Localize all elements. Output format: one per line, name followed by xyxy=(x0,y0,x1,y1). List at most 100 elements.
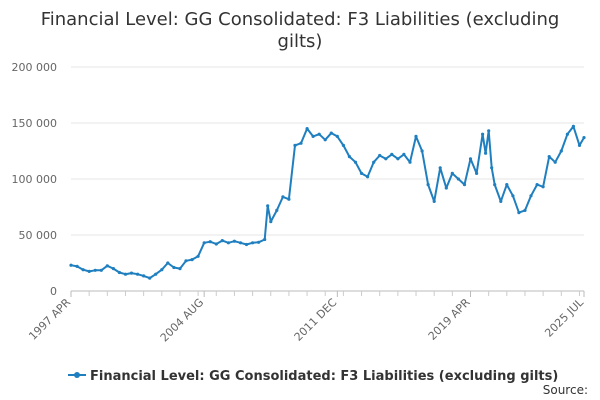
data-point[interactable] xyxy=(359,171,364,175)
data-point[interactable] xyxy=(390,152,394,156)
data-point[interactable] xyxy=(366,175,370,179)
data-point[interactable] xyxy=(105,264,109,268)
data-point[interactable] xyxy=(190,258,194,262)
data-point[interactable] xyxy=(384,157,388,161)
data-point[interactable] xyxy=(281,195,285,199)
data-point[interactable] xyxy=(462,183,467,187)
data-point[interactable] xyxy=(323,138,327,142)
data-point[interactable] xyxy=(196,254,200,258)
data-point[interactable] xyxy=(69,263,73,267)
data-point[interactable] xyxy=(378,153,382,158)
data-point[interactable] xyxy=(372,160,376,164)
data-point[interactable] xyxy=(505,183,509,187)
data-point[interactable] xyxy=(311,134,315,138)
data-point[interactable] xyxy=(226,241,230,245)
data-point[interactable] xyxy=(408,160,412,164)
data-point[interactable] xyxy=(420,149,424,153)
data-point[interactable] xyxy=(117,270,121,275)
data-point[interactable] xyxy=(426,183,430,187)
data-point[interactable] xyxy=(123,272,128,276)
data-point[interactable] xyxy=(535,183,539,187)
data-point[interactable] xyxy=(244,242,249,247)
data-point[interactable] xyxy=(499,199,503,203)
data-point[interactable] xyxy=(529,194,533,198)
data-point[interactable] xyxy=(154,272,158,276)
x-tick-label: 2019 APR xyxy=(426,296,473,343)
data-point[interactable] xyxy=(172,265,176,270)
data-point[interactable] xyxy=(414,134,418,138)
data-point[interactable] xyxy=(341,143,345,147)
data-point[interactable] xyxy=(438,166,442,170)
data-point[interactable] xyxy=(275,208,279,212)
data-point[interactable] xyxy=(493,183,497,187)
data-point[interactable] xyxy=(523,208,527,212)
data-point[interactable] xyxy=(517,211,521,215)
data-point[interactable] xyxy=(232,239,236,243)
y-tick-label: 150 000 xyxy=(12,117,58,130)
data-point[interactable] xyxy=(565,132,570,136)
y-tick-label: 0 xyxy=(50,285,57,298)
legend[interactable]: Financial Level: GG Consolidated: F3 Lia… xyxy=(68,369,558,384)
x-tick-label: 2004 AUG xyxy=(158,296,207,345)
data-point[interactable] xyxy=(129,271,134,275)
data-point[interactable] xyxy=(287,197,291,201)
data-point[interactable] xyxy=(450,171,454,175)
data-point[interactable] xyxy=(487,129,491,133)
x-tick-label: 2025 JUL xyxy=(542,295,586,339)
data-point[interactable] xyxy=(166,261,170,265)
data-point[interactable] xyxy=(511,194,515,198)
data-point[interactable] xyxy=(582,136,586,140)
data-point[interactable] xyxy=(160,268,164,272)
data-point[interactable] xyxy=(347,155,351,159)
data-point[interactable] xyxy=(136,272,140,276)
data-point[interactable] xyxy=(111,267,115,271)
data-point[interactable] xyxy=(99,268,103,272)
data-point[interactable] xyxy=(553,160,557,164)
data-point[interactable] xyxy=(547,155,551,159)
data-point[interactable] xyxy=(266,204,270,208)
data-point[interactable] xyxy=(269,220,273,224)
data-point[interactable] xyxy=(238,241,243,245)
data-point[interactable] xyxy=(432,199,436,203)
data-point[interactable] xyxy=(293,143,297,147)
data-point[interactable] xyxy=(184,259,188,263)
data-point[interactable] xyxy=(335,134,339,138)
data-point[interactable] xyxy=(329,131,333,135)
data-point[interactable] xyxy=(396,157,400,161)
chart-title-line-2: gilts) xyxy=(278,31,323,52)
data-point[interactable] xyxy=(305,127,309,131)
data-point[interactable] xyxy=(317,132,321,136)
data-point[interactable] xyxy=(263,237,267,242)
legend-label: Financial Level: GG Consolidated: F3 Lia… xyxy=(90,369,558,384)
data-point[interactable] xyxy=(148,276,152,280)
data-point[interactable] xyxy=(456,177,460,181)
data-point[interactable] xyxy=(81,268,85,272)
data-point[interactable] xyxy=(75,264,79,268)
data-point[interactable] xyxy=(202,241,206,245)
data-point[interactable] xyxy=(484,151,488,155)
source-label[interactable]: Source: xyxy=(543,383,588,397)
data-point[interactable] xyxy=(251,241,255,245)
data-point[interactable] xyxy=(257,240,261,244)
data-point[interactable] xyxy=(490,166,494,170)
data-point[interactable] xyxy=(481,132,485,136)
data-point[interactable] xyxy=(214,242,218,246)
data-point[interactable] xyxy=(87,269,91,273)
data-point[interactable] xyxy=(475,171,479,175)
data-point[interactable] xyxy=(541,185,545,189)
data-point[interactable] xyxy=(142,274,146,278)
data-point[interactable] xyxy=(577,143,582,147)
y-tick-label: 100 000 xyxy=(12,173,58,186)
data-point[interactable] xyxy=(220,239,224,243)
data-point[interactable] xyxy=(559,149,563,153)
data-point[interactable] xyxy=(571,124,576,128)
data-point[interactable] xyxy=(299,141,303,145)
data-point[interactable] xyxy=(208,240,212,244)
data-point[interactable] xyxy=(93,268,97,272)
data-point[interactable] xyxy=(178,267,182,271)
data-point[interactable] xyxy=(402,152,406,156)
data-point[interactable] xyxy=(353,160,358,164)
data-point[interactable] xyxy=(444,186,448,190)
data-point[interactable] xyxy=(468,157,473,161)
